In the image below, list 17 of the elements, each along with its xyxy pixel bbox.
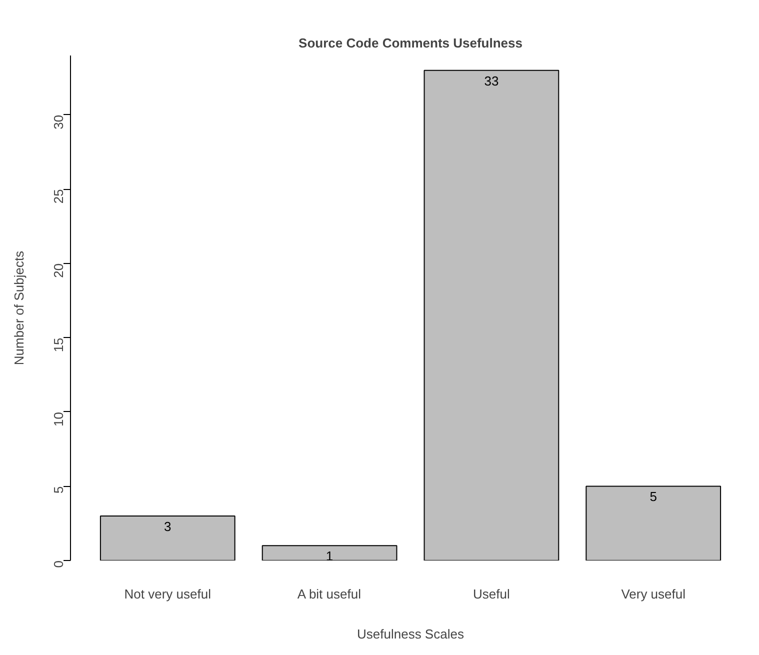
x-axis-title: Usefulness Scales <box>357 626 464 642</box>
y-axis-title: Number of Subjects <box>12 250 26 366</box>
y-tick-label: 25 <box>51 189 66 204</box>
data-label: 3 <box>164 518 172 534</box>
y-tick-label: 10 <box>51 412 66 426</box>
y-tick-label: 15 <box>51 338 66 352</box>
data-label: 5 <box>650 489 657 504</box>
y-tick-label: 20 <box>51 263 66 278</box>
y-tick-label: 30 <box>51 114 66 130</box>
x-tick-label: Useful <box>473 586 510 602</box>
data-label: 33 <box>484 73 499 88</box>
y-tick-label: 5 <box>51 486 66 494</box>
x-tick-label: Not very useful <box>124 586 212 602</box>
x-tick-label: A bit useful <box>297 586 362 602</box>
x-tick-label: Very useful <box>621 586 686 602</box>
chart-title: Source Code Comments Usefulness <box>298 36 522 50</box>
y-tick-label: 0 <box>51 560 66 568</box>
